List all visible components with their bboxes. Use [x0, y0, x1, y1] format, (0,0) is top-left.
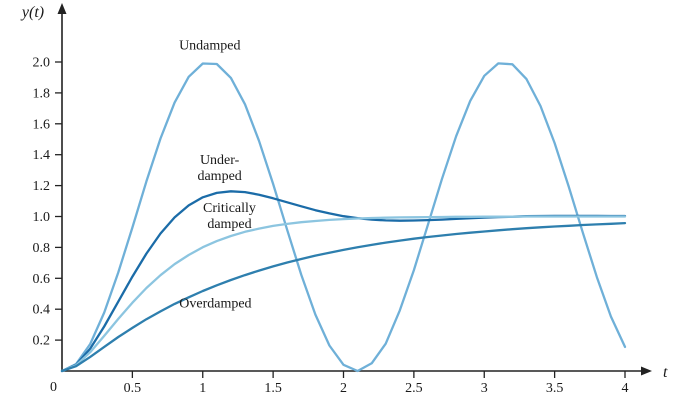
annotation-overdamped: Overdamped [179, 297, 251, 312]
annotation-under-damped: damped [197, 169, 241, 184]
x-tick-label: 1.5 [264, 381, 282, 396]
labels-layer: UndampedUnder-dampedCriticallydampedOver… [179, 39, 256, 312]
annotation-critically-damped: Critically [203, 201, 256, 216]
y-tick-label: 1.0 [33, 210, 51, 225]
x-tick-label: 3.5 [546, 381, 564, 396]
y-tick-label: 0.8 [33, 241, 51, 256]
axes: 0.2 0.4 0.6 0.8 1.0 1.2 1.4 1.6 1.8 2.0 0.5 1 1.5 2 2.… [33, 3, 652, 396]
y-tick-label: 0.2 [33, 334, 51, 349]
y-axis-label: y(t) [20, 4, 44, 21]
y-tick-label: 1.8 [33, 86, 51, 101]
x-tick-label: 0.5 [124, 381, 142, 396]
y-tick-label: 1.4 [33, 148, 51, 163]
curves-layer [60, 62, 627, 373]
x-tick-label: 1 [199, 381, 206, 396]
x-tick-label: 3 [481, 381, 488, 396]
x-tick-label: 2.5 [405, 381, 423, 396]
curve-overdamped [60, 221, 627, 373]
curve-critically-damped [60, 215, 627, 373]
annotation-undamped: Undamped [179, 39, 240, 54]
y-tick-label: 0.4 [33, 303, 51, 318]
x-tick-label: 2 [340, 381, 347, 396]
y-axis-arrow-icon [57, 3, 67, 14]
origin-label: 0 [50, 380, 57, 395]
x-tick-label: 4 [622, 381, 629, 396]
y-tick-label: 1.6 [33, 117, 51, 132]
annotation-critically-damped: damped [207, 217, 251, 232]
curve-undamped [60, 62, 627, 373]
y-tick-label: 0.6 [33, 272, 51, 287]
x-axis-arrow-icon [641, 366, 652, 376]
y-tick-label: 1.2 [33, 179, 51, 194]
x-axis-label: t [663, 364, 668, 381]
y-tick-label: 2.0 [33, 56, 51, 71]
annotation-under-damped: Under- [200, 153, 240, 168]
